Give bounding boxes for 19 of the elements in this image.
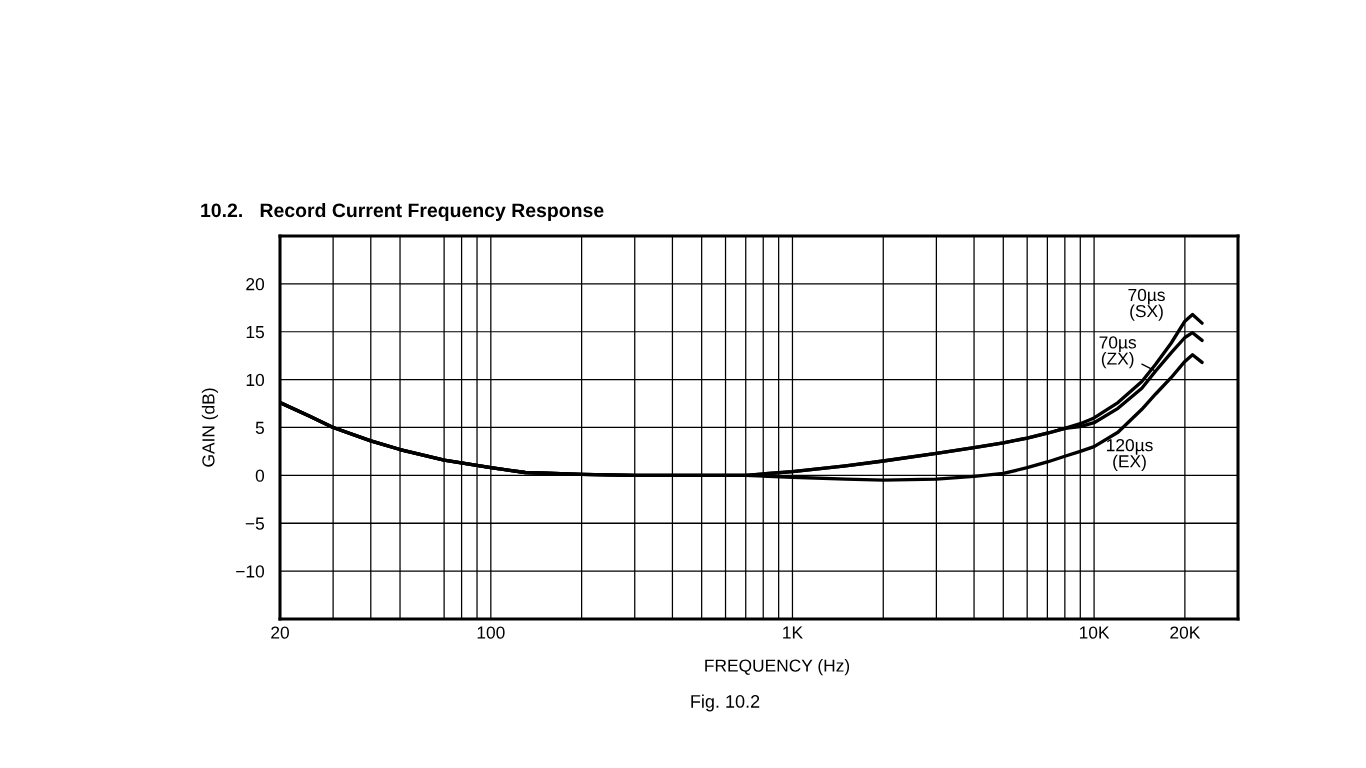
y-axis-title: GAIN (dB) — [201, 388, 218, 467]
series-label: 70µs (SX) — [1128, 288, 1165, 321]
x-tick-label: 10K — [1079, 626, 1110, 639]
x-tick-label: 20 — [271, 626, 289, 639]
y-tick-label: −5 — [245, 517, 264, 530]
y-tick-label: 5 — [255, 421, 264, 434]
series-label: 120µs (EX) — [1107, 439, 1153, 471]
y-tick-label: −10 — [236, 565, 265, 578]
y-tick-label: 0 — [255, 469, 265, 482]
y-tick-label: 20 — [246, 278, 265, 291]
caption: Fig. 10.2 — [691, 694, 760, 712]
series-label: 70µs (ZX) — [1099, 336, 1137, 369]
x-tick-label: 20K — [1170, 626, 1201, 639]
x-tick-label: 100 — [477, 626, 505, 639]
chart-title: 10.2. Record Current Frequency Response — [201, 202, 604, 222]
x-tick-label: 1K — [783, 626, 803, 639]
x-axis-title: FREQUENCY (Hz) — [705, 659, 850, 676]
y-tick-label: 10 — [246, 373, 265, 387]
y-tick-label: 15 — [246, 326, 264, 339]
